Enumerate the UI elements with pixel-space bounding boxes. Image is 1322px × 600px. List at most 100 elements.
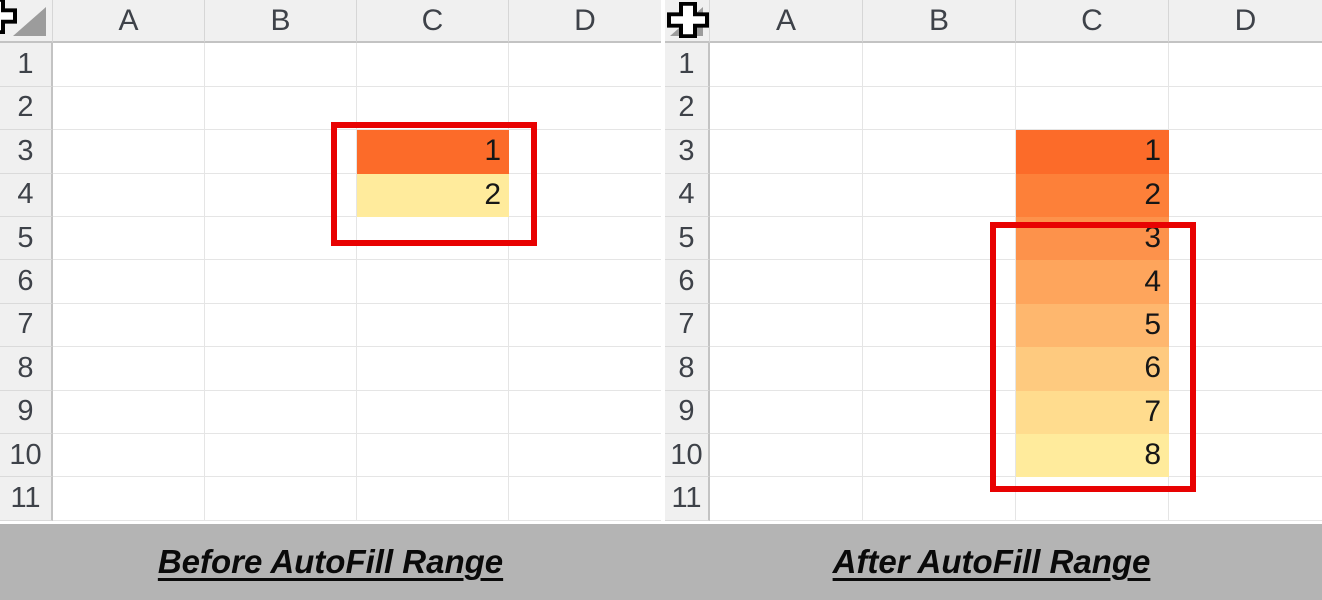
cell-a5[interactable]	[710, 216, 863, 261]
row-header-5[interactable]: 5	[0, 216, 53, 261]
cell-b5[interactable]	[205, 216, 357, 261]
column-header-c[interactable]: C	[1016, 0, 1169, 44]
cell-d1[interactable]	[509, 43, 661, 87]
cell-b2[interactable]	[205, 86, 357, 131]
cell-b11[interactable]	[205, 477, 357, 521]
row-header-8[interactable]: 8	[0, 347, 53, 391]
row-header-2[interactable]: 2	[665, 86, 710, 131]
cell-a2[interactable]	[53, 86, 205, 131]
cell-c6[interactable]: 4	[1016, 260, 1169, 304]
cell-b9[interactable]	[205, 390, 357, 434]
row-header-3[interactable]: 3	[665, 130, 710, 174]
cell-b5[interactable]	[863, 216, 1016, 261]
cell-d11[interactable]	[509, 477, 661, 521]
cell-a8[interactable]	[53, 347, 205, 391]
cell-c5[interactable]	[357, 216, 509, 261]
cell-a7[interactable]	[53, 303, 205, 348]
cell-d7[interactable]	[509, 303, 661, 348]
row-header-4[interactable]: 4	[665, 173, 710, 217]
row-header-7[interactable]: 7	[665, 303, 710, 348]
cell-d2[interactable]	[509, 86, 661, 131]
cell-a8[interactable]	[710, 347, 863, 391]
cell-b8[interactable]	[205, 347, 357, 391]
cell-b2[interactable]	[863, 86, 1016, 131]
cell-c10[interactable]: 8	[1016, 433, 1169, 478]
row-header-9[interactable]: 9	[0, 390, 53, 434]
cell-c10[interactable]	[357, 433, 509, 478]
row-header-5[interactable]: 5	[665, 216, 710, 261]
cell-a7[interactable]	[710, 303, 863, 348]
cell-d8[interactable]	[1169, 347, 1322, 391]
cell-c2[interactable]	[1016, 86, 1169, 131]
cell-d10[interactable]	[1169, 433, 1322, 478]
cell-a9[interactable]	[53, 390, 205, 434]
cell-c9[interactable]: 7	[1016, 390, 1169, 434]
select-all-button[interactable]	[0, 0, 53, 44]
cell-a3[interactable]	[710, 130, 863, 174]
cell-b1[interactable]	[205, 43, 357, 87]
cell-b6[interactable]	[205, 260, 357, 304]
cell-d6[interactable]	[1169, 260, 1322, 304]
cell-d4[interactable]	[509, 173, 661, 217]
row-header-1[interactable]: 1	[0, 43, 53, 87]
cell-d2[interactable]	[1169, 86, 1322, 131]
cell-b4[interactable]	[205, 173, 357, 217]
cell-a5[interactable]	[53, 216, 205, 261]
cell-d10[interactable]	[509, 433, 661, 478]
cell-d3[interactable]	[1169, 130, 1322, 174]
row-header-2[interactable]: 2	[0, 86, 53, 131]
cell-d11[interactable]	[1169, 477, 1322, 521]
cell-c4[interactable]: 2	[357, 173, 509, 217]
cell-b9[interactable]	[863, 390, 1016, 434]
cell-d5[interactable]	[1169, 216, 1322, 261]
cell-d4[interactable]	[1169, 173, 1322, 217]
cell-a6[interactable]	[710, 260, 863, 304]
cell-c3[interactable]: 1	[1016, 130, 1169, 174]
cell-b6[interactable]	[863, 260, 1016, 304]
cell-a6[interactable]	[53, 260, 205, 304]
cell-c3[interactable]: 1	[357, 130, 509, 174]
cell-b4[interactable]	[863, 173, 1016, 217]
cell-a1[interactable]	[53, 43, 205, 87]
cell-d5[interactable]	[509, 216, 661, 261]
row-header-10[interactable]: 10	[665, 433, 710, 478]
cell-a10[interactable]	[710, 433, 863, 478]
cell-d1[interactable]	[1169, 43, 1322, 87]
row-header-1[interactable]: 1	[665, 43, 710, 87]
cell-d9[interactable]	[1169, 390, 1322, 434]
cell-d6[interactable]	[509, 260, 661, 304]
cell-a2[interactable]	[710, 86, 863, 131]
column-header-d[interactable]: D	[509, 0, 661, 44]
column-header-a[interactable]: A	[53, 0, 205, 44]
row-header-3[interactable]: 3	[0, 130, 53, 174]
column-header-c[interactable]: C	[357, 0, 509, 44]
column-header-b[interactable]: B	[863, 0, 1016, 44]
cell-d8[interactable]	[509, 347, 661, 391]
cell-b3[interactable]	[863, 130, 1016, 174]
cell-a3[interactable]	[53, 130, 205, 174]
cell-c5[interactable]: 3	[1016, 216, 1169, 261]
cell-b8[interactable]	[863, 347, 1016, 391]
cell-d9[interactable]	[509, 390, 661, 434]
cell-c11[interactable]	[1016, 477, 1169, 521]
cell-c4[interactable]: 2	[1016, 173, 1169, 217]
row-header-10[interactable]: 10	[0, 433, 53, 478]
cell-b11[interactable]	[863, 477, 1016, 521]
cell-a11[interactable]	[53, 477, 205, 521]
row-header-6[interactable]: 6	[665, 260, 710, 304]
cell-b1[interactable]	[863, 43, 1016, 87]
cell-c8[interactable]: 6	[1016, 347, 1169, 391]
cell-d3[interactable]	[509, 130, 661, 174]
cell-a4[interactable]	[710, 173, 863, 217]
cell-d7[interactable]	[1169, 303, 1322, 348]
cell-c8[interactable]	[357, 347, 509, 391]
cell-c11[interactable]	[357, 477, 509, 521]
row-header-6[interactable]: 6	[0, 260, 53, 304]
row-header-11[interactable]: 11	[665, 477, 710, 521]
cell-b10[interactable]	[863, 433, 1016, 478]
cell-c7[interactable]	[357, 303, 509, 348]
cell-a9[interactable]	[710, 390, 863, 434]
cell-c9[interactable]	[357, 390, 509, 434]
cell-a4[interactable]	[53, 173, 205, 217]
row-header-9[interactable]: 9	[665, 390, 710, 434]
